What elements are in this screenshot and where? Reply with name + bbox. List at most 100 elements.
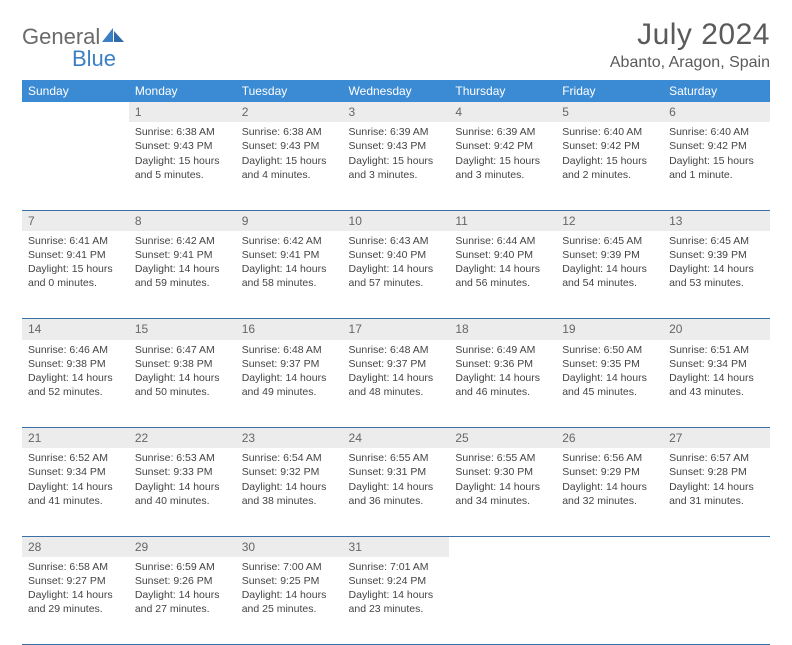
day-number-row: 28293031 [22,536,770,557]
day-number-cell: 10 [343,210,450,231]
day-number-cell: 28 [22,536,129,557]
sunrise-text: Sunrise: 6:48 AM [242,343,337,357]
daylight-text-1: Daylight: 14 hours [669,262,764,276]
daylight-text-2: and 45 minutes. [562,385,657,399]
daylight-text-2: and 52 minutes. [28,385,123,399]
day-number-cell: 13 [663,210,770,231]
daylight-text-2: and 4 minutes. [242,168,337,182]
day-content-cell: Sunrise: 6:55 AMSunset: 9:30 PMDaylight:… [449,448,556,536]
daylight-text-2: and 2 minutes. [562,168,657,182]
day-number-cell: 5 [556,102,663,122]
daylight-text-1: Daylight: 14 hours [562,262,657,276]
daylight-text-1: Daylight: 14 hours [562,480,657,494]
sunset-text: Sunset: 9:34 PM [669,357,764,371]
day-number-cell: 14 [22,319,129,340]
sunrise-text: Sunrise: 6:59 AM [135,560,230,574]
daylight-text-1: Daylight: 14 hours [135,480,230,494]
daylight-text-1: Daylight: 15 hours [349,154,444,168]
sunrise-text: Sunrise: 6:55 AM [349,451,444,465]
daylight-text-2: and 40 minutes. [135,494,230,508]
day-content-cell: Sunrise: 6:57 AMSunset: 9:28 PMDaylight:… [663,448,770,536]
daylight-text-1: Daylight: 14 hours [349,480,444,494]
daylight-text-2: and 5 minutes. [135,168,230,182]
day-content-cell: Sunrise: 6:52 AMSunset: 9:34 PMDaylight:… [22,448,129,536]
day-content-cell: Sunrise: 6:40 AMSunset: 9:42 PMDaylight:… [663,122,770,210]
weekday-header: Saturday [663,80,770,102]
daylight-text-2: and 41 minutes. [28,494,123,508]
day-content-cell: Sunrise: 6:42 AMSunset: 9:41 PMDaylight:… [236,231,343,319]
sunrise-text: Sunrise: 6:39 AM [349,125,444,139]
day-number-cell: 31 [343,536,450,557]
sunset-text: Sunset: 9:42 PM [455,139,550,153]
daylight-text-1: Daylight: 14 hours [242,262,337,276]
sunset-text: Sunset: 9:24 PM [349,574,444,588]
sunrise-text: Sunrise: 6:58 AM [28,560,123,574]
sunrise-text: Sunrise: 6:42 AM [242,234,337,248]
daylight-text-1: Daylight: 14 hours [669,480,764,494]
sunrise-text: Sunrise: 6:43 AM [349,234,444,248]
sunset-text: Sunset: 9:32 PM [242,465,337,479]
sunset-text: Sunset: 9:30 PM [455,465,550,479]
day-number-cell: 6 [663,102,770,122]
sunset-text: Sunset: 9:37 PM [349,357,444,371]
day-number-cell [556,536,663,557]
day-content-cell: Sunrise: 6:42 AMSunset: 9:41 PMDaylight:… [129,231,236,319]
sunrise-text: Sunrise: 6:56 AM [562,451,657,465]
day-number-cell: 3 [343,102,450,122]
day-content-cell: Sunrise: 6:44 AMSunset: 9:40 PMDaylight:… [449,231,556,319]
day-number-cell: 17 [343,319,450,340]
day-number-cell [663,536,770,557]
daylight-text-2: and 49 minutes. [242,385,337,399]
day-content-cell [663,557,770,645]
sunset-text: Sunset: 9:43 PM [135,139,230,153]
day-number-row: 123456 [22,102,770,122]
day-content-cell: Sunrise: 6:43 AMSunset: 9:40 PMDaylight:… [343,231,450,319]
daylight-text-2: and 1 minute. [669,168,764,182]
sunrise-text: Sunrise: 6:40 AM [669,125,764,139]
daylight-text-1: Daylight: 15 hours [669,154,764,168]
sunset-text: Sunset: 9:37 PM [242,357,337,371]
brand-text-blue: Blue [72,46,116,72]
day-number-cell: 24 [343,428,450,449]
daylight-text-1: Daylight: 14 hours [349,371,444,385]
sunrise-text: Sunrise: 6:54 AM [242,451,337,465]
day-content-cell: Sunrise: 6:55 AMSunset: 9:31 PMDaylight:… [343,448,450,536]
sunrise-text: Sunrise: 6:47 AM [135,343,230,357]
day-content-row: Sunrise: 6:41 AMSunset: 9:41 PMDaylight:… [22,231,770,319]
month-title: July 2024 [610,18,770,52]
sunset-text: Sunset: 9:29 PM [562,465,657,479]
day-content-cell: Sunrise: 6:38 AMSunset: 9:43 PMDaylight:… [129,122,236,210]
sunrise-text: Sunrise: 6:38 AM [135,125,230,139]
day-number-cell: 4 [449,102,556,122]
day-content-cell: Sunrise: 6:39 AMSunset: 9:42 PMDaylight:… [449,122,556,210]
day-number-cell: 30 [236,536,343,557]
sunset-text: Sunset: 9:26 PM [135,574,230,588]
sunset-text: Sunset: 9:34 PM [28,465,123,479]
day-number-cell [449,536,556,557]
day-content-cell: Sunrise: 6:59 AMSunset: 9:26 PMDaylight:… [129,557,236,645]
sunrise-text: Sunrise: 7:00 AM [242,560,337,574]
day-content-cell: Sunrise: 6:46 AMSunset: 9:38 PMDaylight:… [22,340,129,428]
daylight-text-2: and 57 minutes. [349,276,444,290]
daylight-text-1: Daylight: 14 hours [349,588,444,602]
day-number-cell: 29 [129,536,236,557]
daylight-text-1: Daylight: 14 hours [562,371,657,385]
sunset-text: Sunset: 9:31 PM [349,465,444,479]
sunrise-text: Sunrise: 6:41 AM [28,234,123,248]
daylight-text-2: and 23 minutes. [349,602,444,616]
daylight-text-1: Daylight: 14 hours [669,371,764,385]
day-content-cell: Sunrise: 6:56 AMSunset: 9:29 PMDaylight:… [556,448,663,536]
sunset-text: Sunset: 9:35 PM [562,357,657,371]
daylight-text-2: and 53 minutes. [669,276,764,290]
sunrise-text: Sunrise: 6:38 AM [242,125,337,139]
header: General Blue July 2024 Abanto, Aragon, S… [22,18,770,72]
weekday-header: Sunday [22,80,129,102]
sunrise-text: Sunrise: 6:53 AM [135,451,230,465]
brand-logo: General Blue [22,18,124,72]
day-content-cell: Sunrise: 6:40 AMSunset: 9:42 PMDaylight:… [556,122,663,210]
day-content-row: Sunrise: 6:46 AMSunset: 9:38 PMDaylight:… [22,340,770,428]
day-content-cell: Sunrise: 6:58 AMSunset: 9:27 PMDaylight:… [22,557,129,645]
sunrise-text: Sunrise: 6:57 AM [669,451,764,465]
day-content-cell: Sunrise: 6:47 AMSunset: 9:38 PMDaylight:… [129,340,236,428]
sunrise-text: Sunrise: 6:46 AM [28,343,123,357]
